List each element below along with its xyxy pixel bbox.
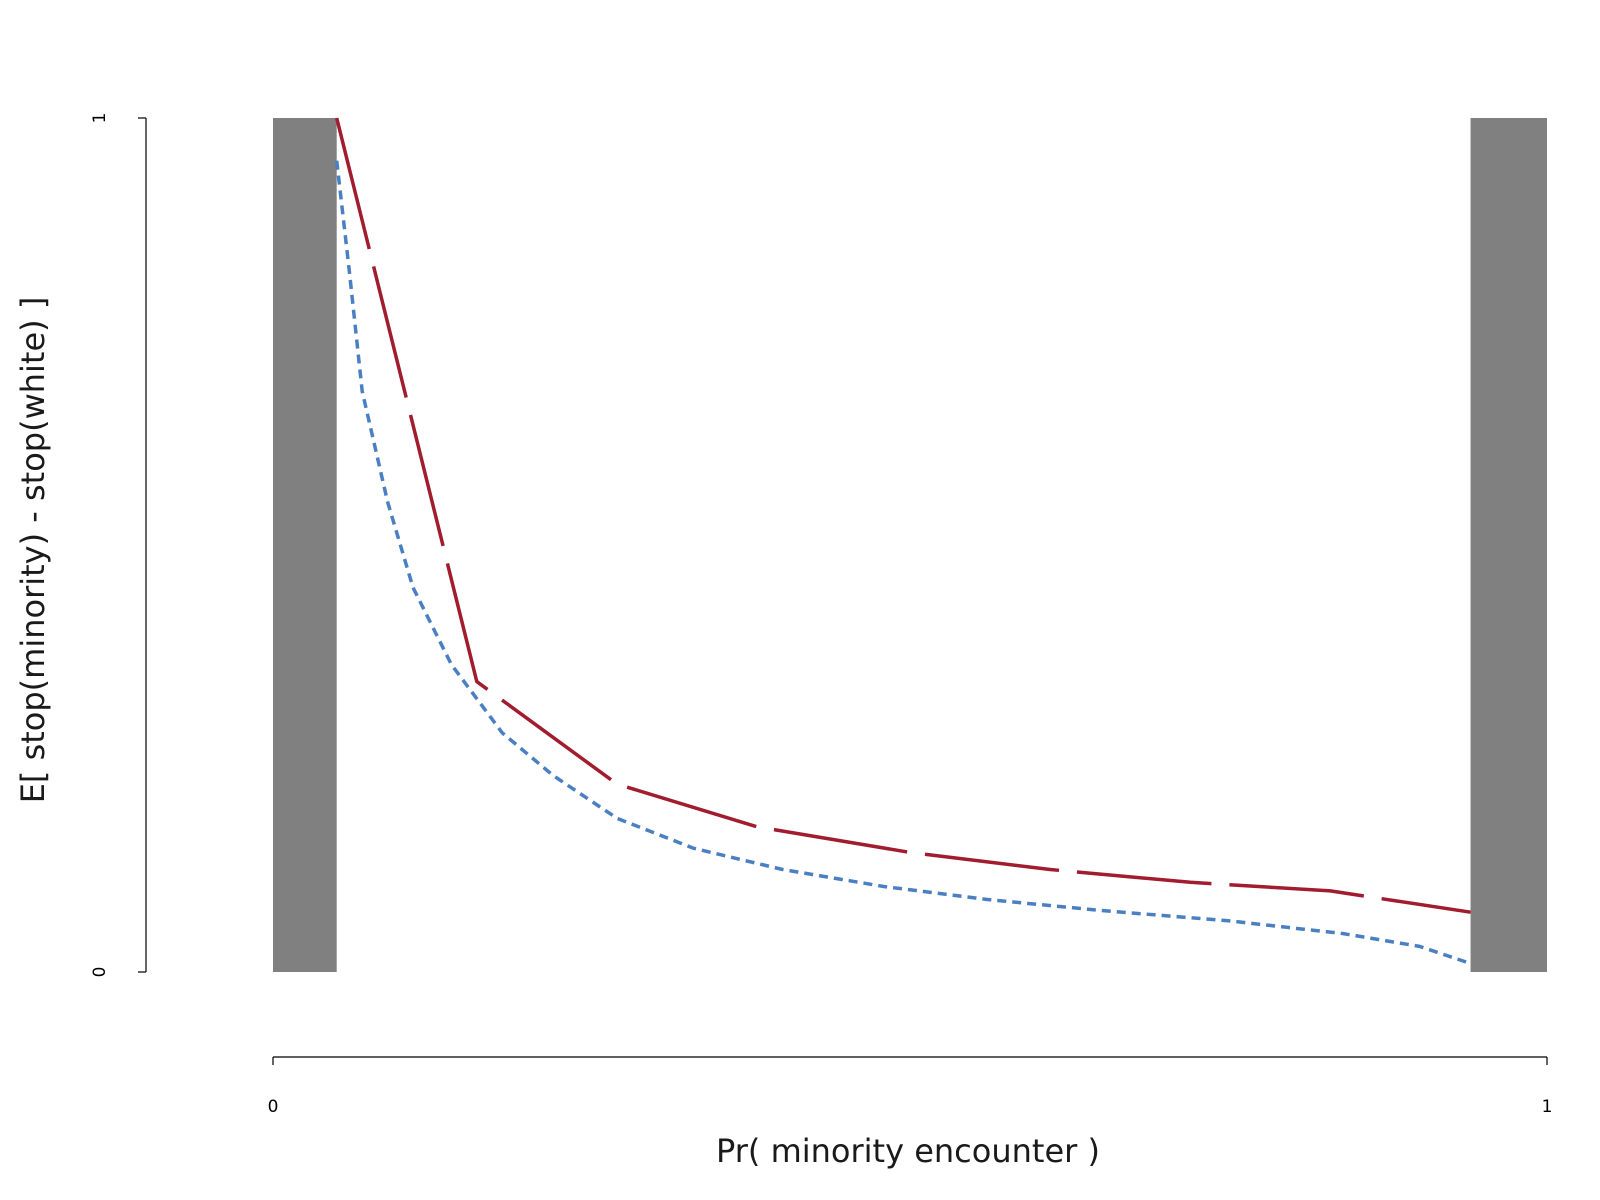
shaded-regions <box>273 118 1547 972</box>
right-excluded-region <box>1470 118 1547 972</box>
x-tick-label-0: 0 <box>268 1097 279 1117</box>
y-axis-title: E[ stop(minority) - stop(white) ] <box>14 297 52 804</box>
series-lines <box>334 117 1472 966</box>
x-tick-label-1: 1 <box>1542 1097 1553 1117</box>
red-long-dash-curve <box>335 117 1471 914</box>
y-tick-label-0: 0 <box>90 967 110 978</box>
left-excluded-region <box>273 118 337 972</box>
blue-dotted-curve <box>334 160 1472 966</box>
y-tick-label-1: 1 <box>90 113 110 124</box>
x-axis-title: Pr( minority encounter ) <box>716 1132 1100 1170</box>
